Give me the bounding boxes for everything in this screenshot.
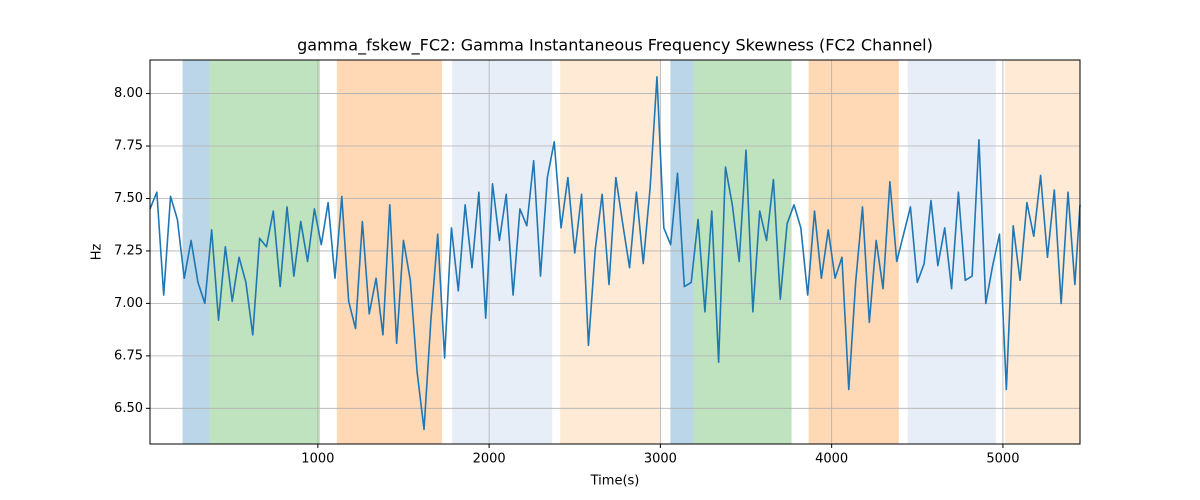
y-tick-label: 7.25 (114, 243, 143, 258)
shaded-span (808, 60, 899, 444)
x-tick-label: 1000 (301, 452, 334, 467)
shaded-span (336, 60, 443, 444)
y-tick-label: 7.50 (114, 191, 143, 206)
chart-title: gamma_fskew_FC2: Gamma Instantaneous Fre… (297, 36, 933, 56)
y-tick-label: 6.75 (114, 348, 143, 363)
y-tick-label: 7.75 (114, 139, 143, 154)
x-tick-label: 5000 (986, 452, 1019, 467)
shaded-span (209, 60, 320, 444)
y-tick-label: 8.00 (114, 86, 143, 101)
y-tick-label: 6.50 (114, 401, 143, 416)
data-line (149, 75, 1081, 431)
y-tick-label: 7.00 (114, 296, 143, 311)
shaded-span (693, 60, 792, 444)
shaded-span (907, 60, 996, 444)
plot-frame (149, 59, 1081, 445)
shaded-span (1004, 60, 1080, 444)
x-axis-label: Time(s) (590, 474, 640, 489)
x-tick-label: 4000 (815, 452, 848, 467)
x-tick-label: 3000 (644, 452, 677, 467)
shaded-span (182, 60, 210, 444)
x-tick-label: 2000 (473, 452, 506, 467)
shaded-span (452, 60, 553, 444)
y-axis-label: Hz (90, 244, 105, 261)
